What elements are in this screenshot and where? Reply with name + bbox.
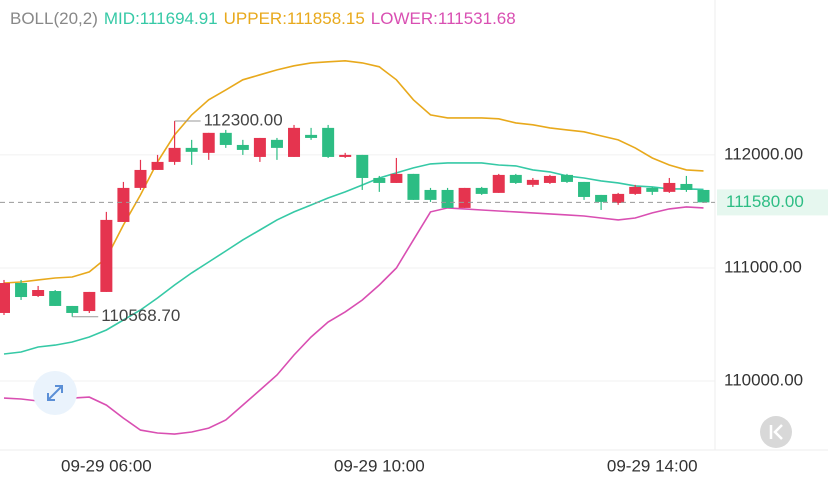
candle-body xyxy=(66,305,79,313)
candle-body xyxy=(407,173,420,200)
candle-body xyxy=(202,132,215,153)
candle-body xyxy=(458,187,471,208)
band-line xyxy=(3,59,704,284)
candle-body xyxy=(680,183,693,190)
candle-body xyxy=(475,187,488,194)
legend-entry: MID:111694.91 xyxy=(104,9,218,28)
candle-body xyxy=(492,174,505,193)
x-tick-label: 09-29 14:00 xyxy=(607,456,698,475)
candle-body xyxy=(373,177,386,183)
expand-button[interactable] xyxy=(33,371,77,415)
candle-body xyxy=(339,154,352,157)
high-label: 112300.00 xyxy=(204,110,283,129)
candle-body xyxy=(560,174,573,182)
candle-body xyxy=(305,134,318,138)
legend-name: UPPER xyxy=(224,9,283,28)
candle-body xyxy=(578,181,591,197)
candle-body xyxy=(629,186,642,194)
candle-body xyxy=(526,179,539,185)
y-tick-label: 111000.00 xyxy=(724,257,802,276)
candle-body xyxy=(185,147,198,152)
candle-body xyxy=(288,127,301,157)
candle-body xyxy=(356,154,369,178)
band-line xyxy=(3,162,704,355)
candle-body xyxy=(543,175,556,183)
candle-body xyxy=(15,283,28,298)
last-price-label: 111580.00 xyxy=(726,192,804,211)
candle-body xyxy=(134,169,147,188)
y-tick-label: 112000.00 xyxy=(724,144,803,163)
candle-body xyxy=(151,161,164,170)
expand-icon xyxy=(47,385,63,401)
x-tick-label: 09-29 10:00 xyxy=(334,456,425,475)
candle-body xyxy=(390,173,403,183)
scroll-icon xyxy=(769,424,783,440)
legend-entry: LOWER:111531.68 xyxy=(371,9,516,28)
legend-name: LOWER xyxy=(371,9,433,28)
scroll-latest-button[interactable] xyxy=(760,416,792,448)
legend-value: 111531.68 xyxy=(438,9,516,28)
legend-entry: UPPER:111858.15 xyxy=(224,9,365,28)
candle-body xyxy=(0,283,10,313)
candle-body xyxy=(595,194,608,202)
candle-body xyxy=(424,189,437,200)
legend: BOLL(20,2) MID:111694.91 UPPER:111858.15 LO… xyxy=(10,9,516,28)
candle-body xyxy=(117,187,130,222)
candle-body xyxy=(236,144,249,150)
candle-body xyxy=(270,139,283,148)
candle-body xyxy=(441,189,454,208)
candle-body xyxy=(663,182,676,192)
candle-body xyxy=(100,219,113,292)
candle-body xyxy=(168,147,181,162)
candle-body xyxy=(509,174,522,183)
last-price-tag xyxy=(717,189,828,216)
candle-body xyxy=(612,193,625,203)
indicator-label: BOLL(20,2) xyxy=(10,9,98,28)
legend-value: 111694.91 xyxy=(140,9,218,28)
low-label: 110568.70 xyxy=(101,306,180,325)
candle-body xyxy=(49,291,62,306)
plot xyxy=(0,59,715,435)
legend-value: 111858.15 xyxy=(287,9,365,28)
candle-body xyxy=(322,127,335,157)
x-tick-label: 09-29 06:00 xyxy=(61,456,152,475)
candle-body xyxy=(253,137,266,157)
candle-body xyxy=(32,290,45,297)
y-tick-label: 110000.00 xyxy=(724,371,803,390)
candle-body xyxy=(83,291,96,312)
candle-body xyxy=(697,189,710,203)
candle-body xyxy=(646,187,659,192)
legend-name: MID xyxy=(104,9,135,28)
band-line xyxy=(3,206,704,435)
candle-body xyxy=(219,132,232,145)
